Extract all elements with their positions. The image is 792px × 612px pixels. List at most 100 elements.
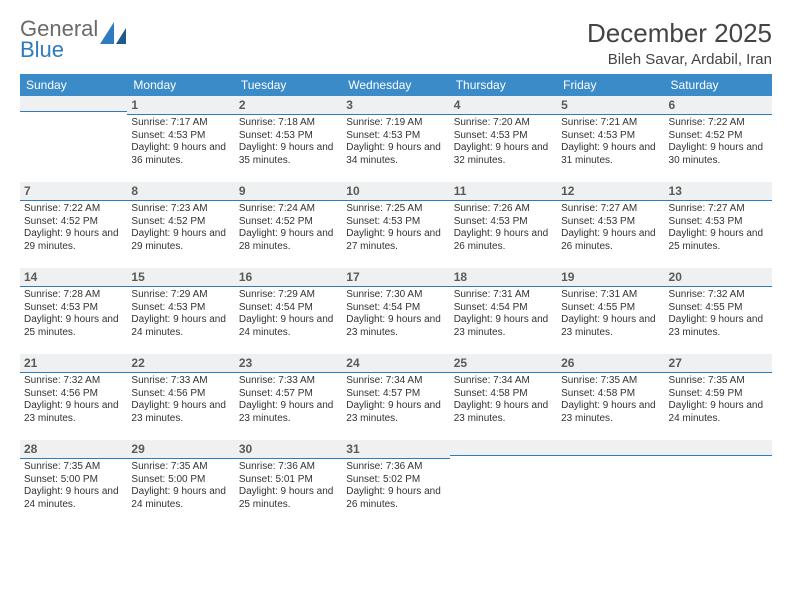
day-content: Sunrise: 7:35 AMSunset: 4:59 PMDaylight:…: [665, 373, 772, 429]
day-content: Sunrise: 7:32 AMSunset: 4:55 PMDaylight:…: [665, 287, 772, 343]
calendar-cell: 22Sunrise: 7:33 AMSunset: 4:56 PMDayligh…: [127, 354, 234, 440]
sunset-line: Sunset: 4:53 PM: [346, 130, 445, 143]
sunset-line: Sunset: 4:57 PM: [346, 388, 445, 401]
sunrise-line: Sunrise: 7:29 AM: [239, 289, 338, 302]
calendar-cell: 8Sunrise: 7:23 AMSunset: 4:52 PMDaylight…: [127, 182, 234, 268]
calendar-cell: [450, 440, 557, 526]
sunset-line: Sunset: 4:53 PM: [561, 130, 660, 143]
sunrise-line: Sunrise: 7:29 AM: [131, 289, 230, 302]
calendar-week-row: 7Sunrise: 7:22 AMSunset: 4:52 PMDaylight…: [20, 182, 772, 268]
day-number: 18: [450, 268, 557, 287]
daylight-line: Daylight: 9 hours and 29 minutes.: [131, 228, 230, 253]
calendar-cell: 5Sunrise: 7:21 AMSunset: 4:53 PMDaylight…: [557, 96, 664, 182]
daylight-line: Daylight: 9 hours and 23 minutes.: [346, 400, 445, 425]
calendar-page: General Blue December 2025 Bileh Savar, …: [0, 0, 792, 536]
day-content: Sunrise: 7:36 AMSunset: 5:02 PMDaylight:…: [342, 459, 449, 515]
calendar-cell: 24Sunrise: 7:34 AMSunset: 4:57 PMDayligh…: [342, 354, 449, 440]
day-header-row: SundayMondayTuesdayWednesdayThursdayFrid…: [20, 74, 772, 96]
sunset-line: Sunset: 4:53 PM: [454, 130, 553, 143]
day-content: Sunrise: 7:19 AMSunset: 4:53 PMDaylight:…: [342, 115, 449, 171]
sunset-line: Sunset: 4:53 PM: [669, 216, 768, 229]
sunset-line: Sunset: 5:02 PM: [346, 474, 445, 487]
day-number: 27: [665, 354, 772, 373]
header: General Blue December 2025 Bileh Savar, …: [20, 18, 772, 68]
daylight-line: Daylight: 9 hours and 23 minutes.: [454, 400, 553, 425]
daylight-line: Daylight: 9 hours and 23 minutes.: [346, 314, 445, 339]
day-content: Sunrise: 7:32 AMSunset: 4:56 PMDaylight:…: [20, 373, 127, 429]
daylight-line: Daylight: 9 hours and 26 minutes.: [561, 228, 660, 253]
calendar-cell: 29Sunrise: 7:35 AMSunset: 5:00 PMDayligh…: [127, 440, 234, 526]
calendar-cell: 10 Sunrise: 7:25 AMSunset: 4:53 PMDayligh…: [342, 182, 449, 268]
daylight-line: Daylight: 9 hours and 25 minutes.: [239, 486, 338, 511]
sunset-line: Sunset: 4:56 PM: [131, 388, 230, 401]
sunset-line: Sunset: 4:58 PM: [454, 388, 553, 401]
calendar-cell: 26Sunrise: 7:35 AMSunset: 4:58 PMDayligh…: [557, 354, 664, 440]
calendar-cell: 28Sunrise: 7:35 AMSunset: 5:00 PMDayligh…: [20, 440, 127, 526]
sunrise-line: Sunrise: 7:30 AM: [346, 289, 445, 302]
sunrise-line: Sunrise: 7:35 AM: [669, 375, 768, 388]
day-number: 26: [557, 354, 664, 373]
sunset-line: Sunset: 4:52 PM: [24, 216, 123, 229]
day-content: Sunrise: 7:17 AMSunset: 4:53 PMDaylight:…: [127, 115, 234, 171]
day-header: Monday: [127, 74, 234, 96]
day-content: Sunrise: 7:29 AMSunset: 4:53 PMDaylight:…: [127, 287, 234, 343]
day-content: Sunrise: 7:21 AMSunset: 4:53 PMDaylight:…: [557, 115, 664, 171]
sunrise-line: Sunrise: 7:27 AM: [669, 203, 768, 216]
day-content: Sunrise: 7:29 AMSunset: 4:54 PMDaylight:…: [235, 287, 342, 343]
calendar-cell: 27Sunrise: 7:35 AMSunset: 4:59 PMDayligh…: [665, 354, 772, 440]
daylight-line: Daylight: 9 hours and 26 minutes.: [454, 228, 553, 253]
sunset-line: Sunset: 4:56 PM: [24, 388, 123, 401]
sunset-line: Sunset: 4:54 PM: [346, 302, 445, 315]
daylight-line: Daylight: 9 hours and 23 minutes.: [561, 400, 660, 425]
sunrise-line: Sunrise: 7:24 AM: [239, 203, 338, 216]
day-number: 22: [127, 354, 234, 373]
sunrise-line: Sunrise: 7:27 AM: [561, 203, 660, 216]
day-number: 4: [450, 96, 557, 115]
calendar-cell: 2Sunrise: 7:18 AMSunset: 4:53 PMDaylight…: [235, 96, 342, 182]
day-content: Sunrise: 7:34 AMSunset: 4:57 PMDaylight:…: [342, 373, 449, 429]
calendar-cell: 11Sunrise: 7:26 AMSunset: 4:53 PMDayligh…: [450, 182, 557, 268]
day-content: Sunrise: 7:33 AMSunset: 4:56 PMDaylight:…: [127, 373, 234, 429]
daylight-line: Daylight: 9 hours and 36 minutes.: [131, 142, 230, 167]
day-content: Sunrise: 7:30 AMSunset: 4:54 PMDaylight:…: [342, 287, 449, 343]
sunrise-line: Sunrise: 7:35 AM: [24, 461, 123, 474]
daylight-line: Daylight: 9 hours and 24 minutes.: [131, 314, 230, 339]
day-content-empty: [20, 112, 127, 172]
sunrise-line: Sunrise: 7:33 AM: [131, 375, 230, 388]
day-header: Tuesday: [235, 74, 342, 96]
day-number: 20: [665, 268, 772, 287]
calendar-cell: 15Sunrise: 7:29 AMSunset: 4:53 PMDayligh…: [127, 268, 234, 354]
sunset-line: Sunset: 4:53 PM: [346, 216, 445, 229]
logo-text-block: General Blue: [20, 18, 98, 61]
calendar-cell: 17Sunrise: 7:30 AMSunset: 4:54 PMDayligh…: [342, 268, 449, 354]
calendar-cell: 6Sunrise: 7:22 AMSunset: 4:52 PMDaylight…: [665, 96, 772, 182]
title-block: December 2025 Bileh Savar, Ardabil, Iran: [587, 18, 772, 68]
sunset-line: Sunset: 4:53 PM: [454, 216, 553, 229]
day-number: 5: [557, 96, 664, 115]
day-header: Thursday: [450, 74, 557, 96]
day-number: 31: [342, 440, 449, 459]
sunset-line: Sunset: 4:53 PM: [131, 302, 230, 315]
day-content: Sunrise: 7:24 AMSunset: 4:52 PMDaylight:…: [235, 201, 342, 257]
day-number: 10: [342, 182, 449, 201]
day-number: 11: [450, 182, 557, 201]
day-number: 2: [235, 96, 342, 115]
sunrise-line: Sunrise: 7:25 AM: [346, 203, 445, 216]
calendar-cell: 3Sunrise: 7:19 AMSunset: 4:53 PMDaylight…: [342, 96, 449, 182]
daylight-line: Daylight: 9 hours and 24 minutes.: [24, 486, 123, 511]
sunset-line: Sunset: 4:53 PM: [561, 216, 660, 229]
sunset-line: Sunset: 4:55 PM: [561, 302, 660, 315]
sunrise-line: Sunrise: 7:22 AM: [24, 203, 123, 216]
sunrise-line: Sunrise: 7:36 AM: [239, 461, 338, 474]
day-number: 1: [127, 96, 234, 115]
calendar-cell: 23Sunrise: 7:33 AMSunset: 4:57 PMDayligh…: [235, 354, 342, 440]
sunset-line: Sunset: 5:00 PM: [24, 474, 123, 487]
daylight-line: Daylight: 9 hours and 27 minutes.: [346, 228, 445, 253]
logo-sail-icon: [100, 22, 126, 44]
day-header: Sunday: [20, 74, 127, 96]
day-number: 24: [342, 354, 449, 373]
sunrise-line: Sunrise: 7:34 AM: [346, 375, 445, 388]
calendar-cell: 19Sunrise: 7:31 AMSunset: 4:55 PMDayligh…: [557, 268, 664, 354]
day-content: Sunrise: 7:22 AMSunset: 4:52 PMDaylight:…: [20, 201, 127, 257]
daylight-line: Daylight: 9 hours and 25 minutes.: [669, 228, 768, 253]
